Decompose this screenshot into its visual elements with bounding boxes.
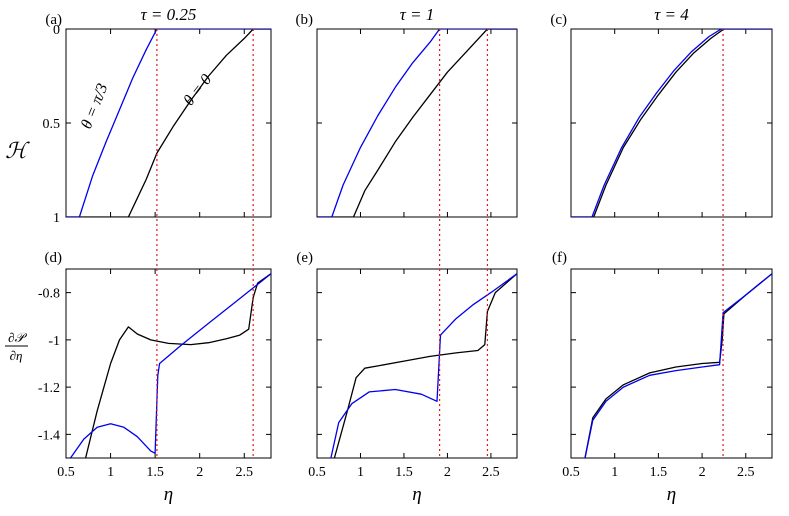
curve-annotation: θ = 0 [181,71,216,109]
y-tick-label: -1.2 [38,381,60,396]
x-tick-label: 1 [611,465,618,480]
panel-label: (f) [552,250,567,266]
series-line-theta_pi3 [317,29,517,217]
panel-label: (c) [550,12,567,28]
panel-label: (e) [296,250,313,266]
x-tick-label: 2 [444,465,451,480]
series-line-theta_0 [66,29,271,217]
panel-e: 0.5 1 1.5 2 2.5 (e) [296,250,518,480]
y-tick-label: 1 [53,211,60,226]
series-line-theta_pi3 [584,273,772,458]
panel-frame [570,268,773,459]
x-axis-label: η [667,484,676,505]
panel-label: (b) [296,12,314,28]
y-tick-label: -1 [48,334,60,349]
panel-title: τ = 1 [400,5,435,24]
series-line-theta_0 [584,273,772,458]
x-tick-label: 1 [357,465,364,480]
y-tick-label: -0.8 [38,287,60,302]
series-line-theta_0 [571,29,772,217]
y-axis-label-numerator: ∂𝒫 [8,330,27,345]
x-tick-label: 0.5 [562,465,580,480]
series-line-theta_pi3 [330,273,517,458]
series-line-theta_pi3 [66,29,271,217]
panel-frame [570,28,773,218]
panel-f: 0.5 1 1.5 2 2.5 (f) [552,250,773,480]
panel-b: (b) τ = 1 [296,5,518,218]
series-line-theta_pi3 [69,273,271,458]
panel-label: (a) [45,12,62,28]
x-tick-label: 1.5 [146,465,164,480]
panel-title: τ = 4 [654,5,689,24]
x-tick-label: 0.5 [57,465,75,480]
panel-frame [316,268,518,459]
x-axis-label: η [412,484,421,505]
series-line-theta_0 [84,273,271,458]
x-tick-label: 0.5 [308,465,326,480]
y-axis-label: ℋ [5,138,30,163]
x-tick-label: 2 [699,465,706,480]
x-tick-label: 1.5 [395,465,413,480]
panel-frame [65,268,272,459]
x-tick-label: 2.5 [236,465,254,480]
y-axis-label-denominator: ∂η [10,348,23,363]
panel-label: (d) [45,250,63,266]
panel-c: (c) τ = 4 [550,5,773,218]
y-tick-label: -1.4 [38,428,60,443]
x-tick-label: 1 [107,465,114,480]
y-tick-label: 0 [53,23,60,38]
y-tick-label: 0.5 [43,117,61,132]
series-line-theta_0 [317,29,517,217]
panel-d: 0.5 1 1.5 2 2.5 -0.8 -1 -1.2 -1.4 (d) [38,250,272,480]
x-tick-label: 2.5 [737,465,755,480]
x-tick-label: 2.5 [482,465,500,480]
series-line-theta_0 [333,273,517,458]
series-line-theta_pi3 [571,29,772,217]
x-tick-label: 1.5 [650,465,668,480]
x-tick-label: 2 [196,465,203,480]
curve-annotation: θ = π/3 [78,81,111,131]
x-axis-label: η [164,484,173,505]
panel-title: τ = 0.25 [141,5,197,24]
